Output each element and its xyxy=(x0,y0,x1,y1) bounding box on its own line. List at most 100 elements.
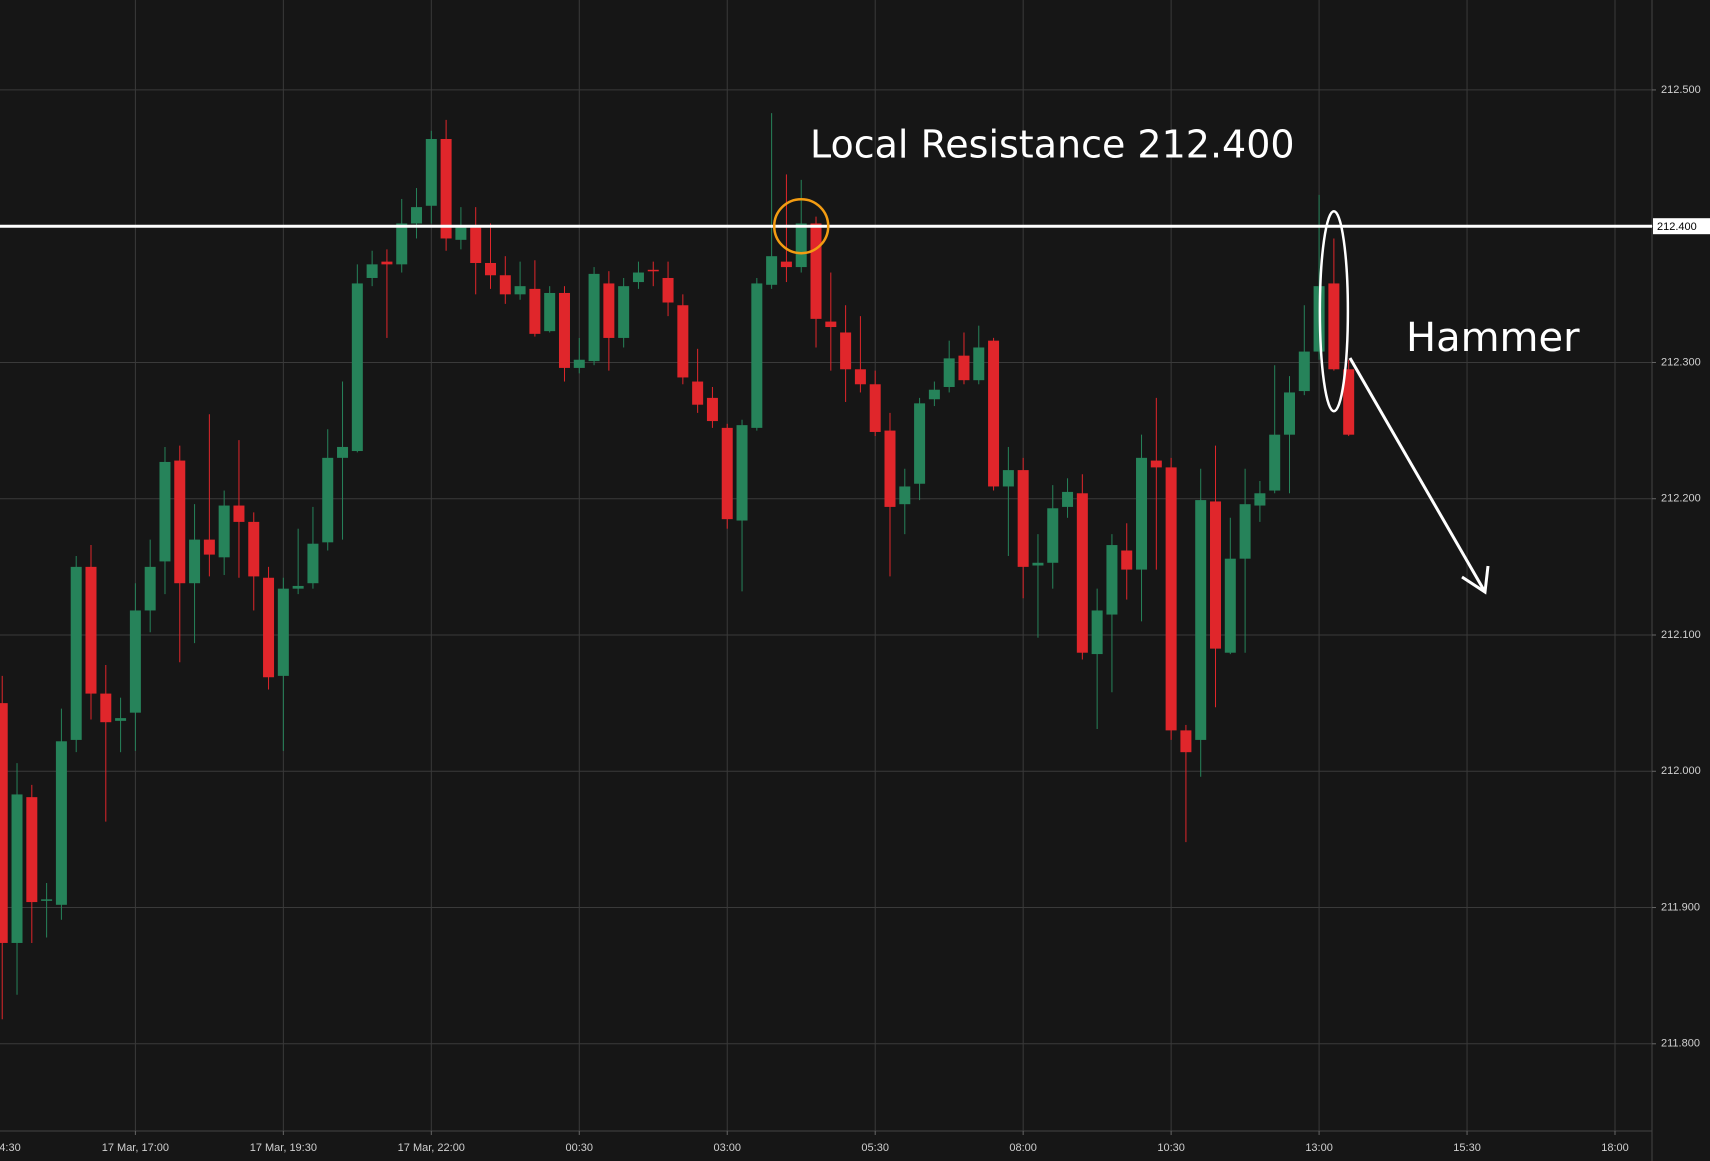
candle-body xyxy=(396,223,408,265)
y-tick-label: 212.200 xyxy=(1661,493,1701,505)
candle-body xyxy=(337,446,349,458)
candle-body xyxy=(780,261,792,268)
candle-body xyxy=(1062,491,1074,507)
candle-body xyxy=(529,288,541,334)
x-tick-label: 03:00 xyxy=(713,1142,741,1154)
candle-body xyxy=(144,566,156,611)
y-tick-label: 212.300 xyxy=(1661,356,1701,368)
candle-body xyxy=(1076,493,1088,653)
candle-body xyxy=(1017,470,1029,567)
annotations: Local Resistance 212.400 Hammer xyxy=(0,123,1652,595)
candle-body xyxy=(26,797,38,903)
candle-body xyxy=(0,703,8,943)
candle-body xyxy=(647,269,659,272)
candle-body xyxy=(1047,508,1059,563)
candle-body xyxy=(322,457,334,543)
candle-body xyxy=(514,286,526,295)
candle-body xyxy=(1165,467,1177,731)
candle-body xyxy=(1254,493,1266,506)
candle-body xyxy=(307,543,319,584)
x-tick-label: 10:30 xyxy=(1157,1142,1185,1154)
x-tick-label: 17 Mar, 17:00 xyxy=(102,1142,169,1154)
candle-body xyxy=(499,275,511,295)
candle-body xyxy=(1269,434,1281,491)
x-tick-label: 4:30 xyxy=(0,1142,21,1154)
candle-body xyxy=(159,461,171,562)
candle-body xyxy=(11,794,23,943)
y-tick-label: 212.500 xyxy=(1661,84,1701,96)
x-tick-label: 08:00 xyxy=(1009,1142,1037,1154)
candle-body xyxy=(411,207,423,224)
candle-body xyxy=(203,539,215,555)
candle-body xyxy=(854,369,866,385)
candle-body xyxy=(425,138,437,206)
candle-body xyxy=(810,223,822,319)
candle-body xyxy=(914,403,926,484)
candle-body xyxy=(603,283,615,338)
candle-body xyxy=(233,505,245,522)
candle-body xyxy=(1121,550,1133,570)
candle-body xyxy=(381,261,393,265)
candle-body xyxy=(692,381,704,405)
candle-body xyxy=(1195,500,1207,740)
candle-body xyxy=(899,486,911,505)
candle-body xyxy=(470,227,482,263)
y-tick-label: 211.800 xyxy=(1661,1038,1700,1050)
candle-body xyxy=(41,899,53,901)
candle-body xyxy=(1150,460,1162,468)
candle-body xyxy=(218,505,230,558)
candle-body xyxy=(351,283,363,452)
candle-body xyxy=(677,305,689,378)
candle-body xyxy=(455,227,467,240)
hammer-text: Hammer xyxy=(1406,315,1580,361)
candle-body xyxy=(869,384,881,432)
candle-body xyxy=(544,292,556,332)
x-tick-label: 05:30 xyxy=(861,1142,889,1154)
candle-body xyxy=(55,741,67,905)
candle-body xyxy=(751,283,763,428)
hammer-ellipse xyxy=(1318,209,1350,413)
candle-body xyxy=(366,264,378,278)
candle-body xyxy=(440,138,452,239)
candle-body xyxy=(248,521,260,577)
candle-body xyxy=(85,566,97,694)
x-tick-label: 17 Mar, 22:00 xyxy=(398,1142,465,1154)
candle-body xyxy=(174,460,186,584)
x-tick-label: 15:30 xyxy=(1453,1142,1481,1154)
candles xyxy=(0,113,1355,1020)
x-tick-label: 00:30 xyxy=(566,1142,594,1154)
candle-body xyxy=(1298,351,1310,392)
x-tick-label: 13:00 xyxy=(1305,1142,1333,1154)
candle-body xyxy=(795,223,807,268)
y-tick-label: 212.100 xyxy=(1661,629,1701,641)
candle-body xyxy=(943,358,955,387)
candle-body xyxy=(988,340,1000,487)
candle-body xyxy=(958,355,970,381)
candle-body xyxy=(292,585,304,589)
x-tick-label: 17 Mar, 19:30 xyxy=(250,1142,317,1154)
arrow-head xyxy=(1461,565,1490,595)
resistance-label-box xyxy=(1653,218,1710,235)
x-tick-label: 18:00 xyxy=(1601,1142,1629,1154)
candle-body xyxy=(884,430,896,507)
candle-body xyxy=(1239,504,1251,559)
candle-body xyxy=(632,272,644,283)
candle-body xyxy=(1328,283,1340,370)
candle-body xyxy=(736,425,748,521)
candle-body xyxy=(263,577,275,678)
candle-body xyxy=(1180,730,1192,753)
candle-body xyxy=(766,256,778,285)
candle-body xyxy=(1283,392,1295,435)
candle-body xyxy=(1224,558,1236,653)
y-tick-label: 211.900 xyxy=(1661,901,1700,913)
candle-body xyxy=(573,359,585,368)
candle-body xyxy=(928,389,940,400)
candle-body xyxy=(1091,610,1103,655)
candle-body xyxy=(706,397,718,422)
candle-body xyxy=(189,539,201,584)
candle-body xyxy=(129,610,141,713)
candle-body xyxy=(100,693,112,723)
y-tick-label: 212.000 xyxy=(1661,765,1701,777)
